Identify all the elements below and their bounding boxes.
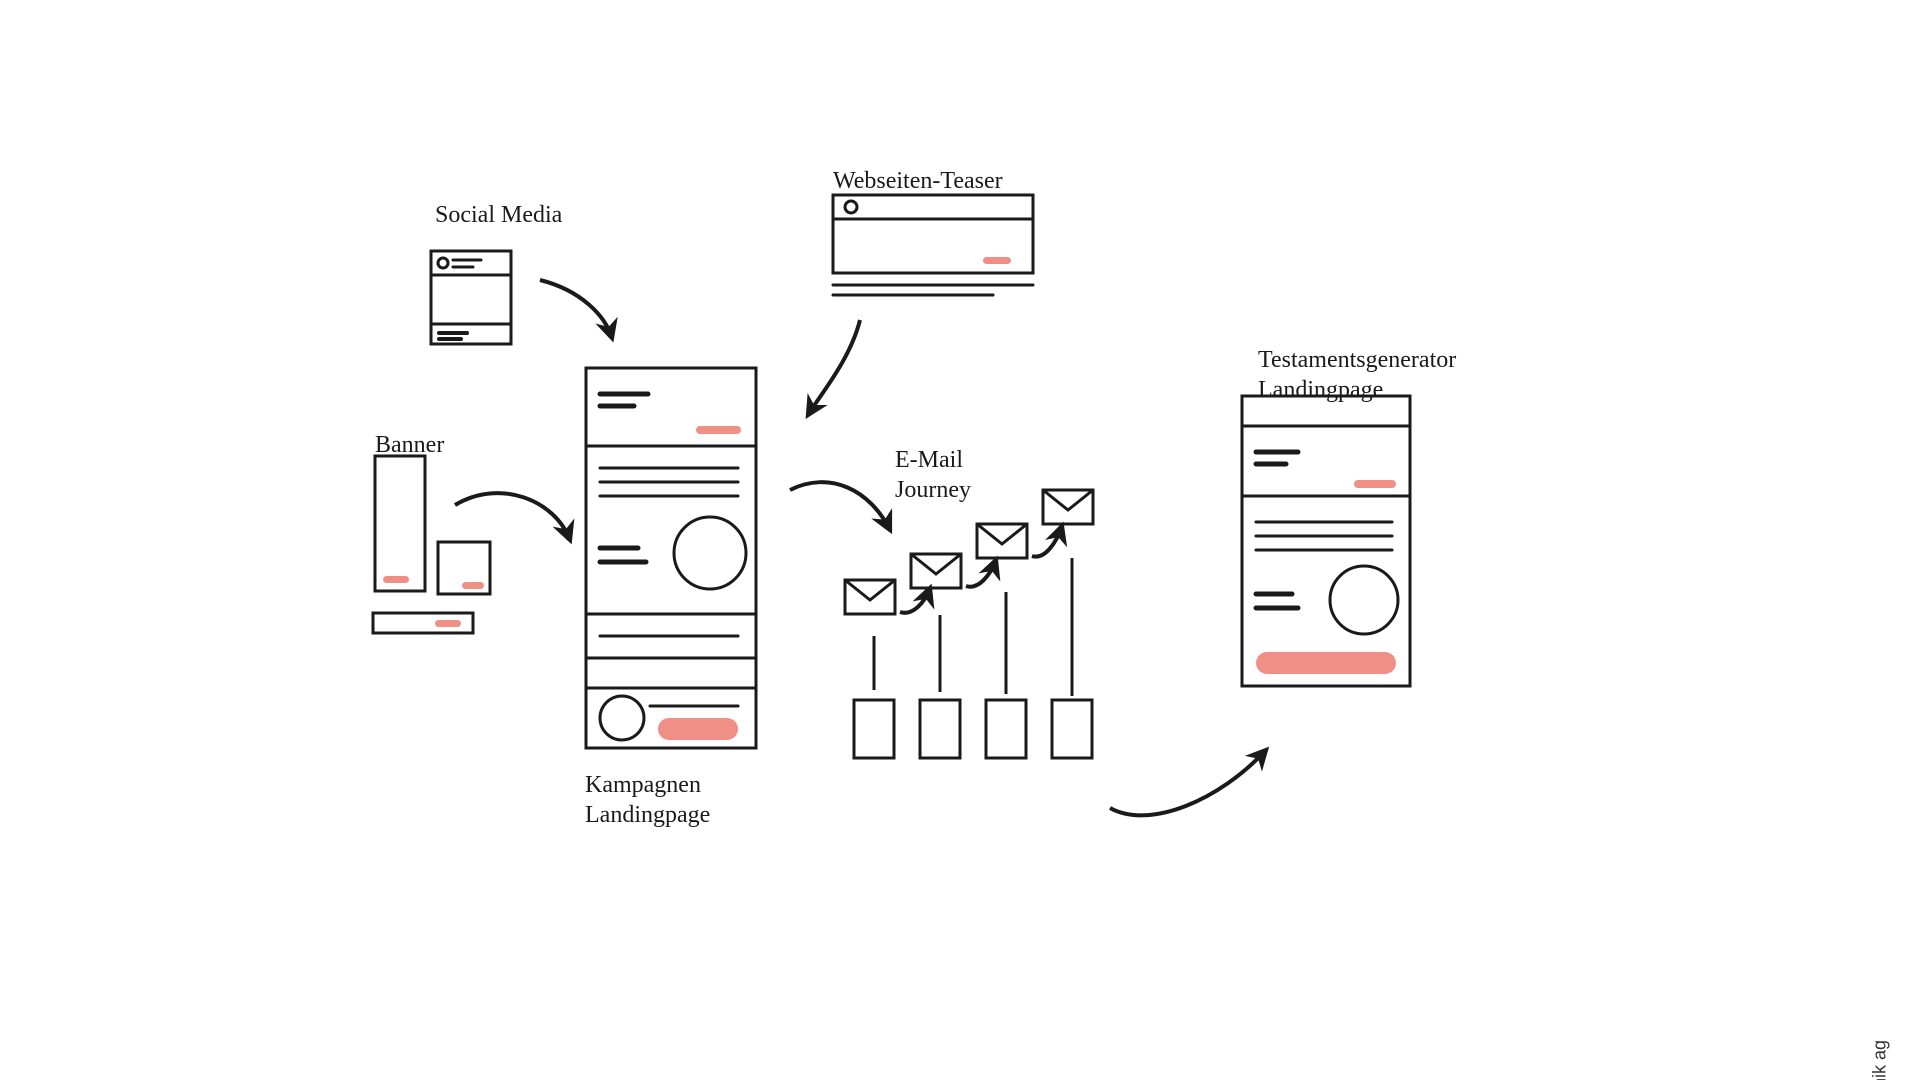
banner-tall-wireframe xyxy=(375,456,425,591)
envelope-icon xyxy=(911,554,961,588)
envelope-icon xyxy=(977,524,1027,558)
banner-wide-wireframe xyxy=(373,613,473,633)
diagram-canvas: Social Media Banner Webseiten-Teaser Kam… xyxy=(0,0,1920,1080)
arrow-kampagnen-to-email xyxy=(790,482,890,530)
social-media-wireframe xyxy=(431,251,511,344)
arrow-email-to-testament xyxy=(1110,750,1266,815)
arrow-social-to-kampagnen xyxy=(540,280,612,338)
arrow-banner-to-kampagnen xyxy=(455,493,570,540)
arrow-webseiten-to-kampagnen xyxy=(808,320,860,415)
testament-landingpage-wireframe xyxy=(1242,396,1410,686)
email-journey-wireframe xyxy=(845,490,1093,758)
kampagnen-landingpage-wireframe xyxy=(586,368,756,748)
webseiten-teaser-wireframe xyxy=(833,195,1033,295)
envelope-icon xyxy=(845,580,895,614)
envelope-icon xyxy=(1043,490,1093,524)
diagram-svg xyxy=(0,0,1920,1080)
banner-square-wireframe xyxy=(438,542,490,594)
